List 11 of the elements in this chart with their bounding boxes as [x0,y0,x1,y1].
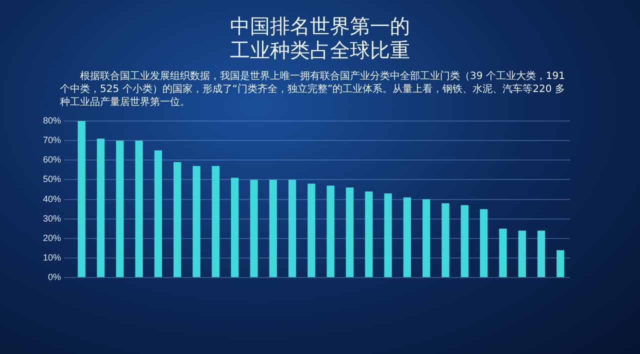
y-tick-label: 20% [43,232,62,243]
y-tick-label: 70% [43,135,62,146]
y-tick-label: 80% [43,115,62,126]
chart-title: 中国排名世界第一的工业种类占全球比重 [229,13,411,62]
y-tick-label: 30% [43,213,62,224]
y-tick-label: 0% [48,272,62,282]
y-tick-label: 60% [43,154,62,165]
y-tick-label: 40% [43,194,62,204]
chart-subtitle: 根据联合国工业发展组织数据，我国是世界上唯一拥有联合国产业分类中全部工业门类（39 个工业大类，191 个中类，525 个小类）的国家，形成了“门类齐全，独立完整”的工业体系。从量上看，钢铁、水泥、汽车等220 多种工业品产量居世界第一位。 [59,70,566,109]
y-tick-label: 10% [43,252,62,263]
y-tick-label: 50% [43,174,62,184]
